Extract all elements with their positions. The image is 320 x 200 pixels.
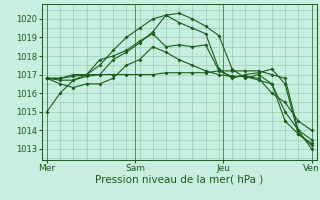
- X-axis label: Pression niveau de la mer( hPa ): Pression niveau de la mer( hPa ): [95, 175, 263, 185]
